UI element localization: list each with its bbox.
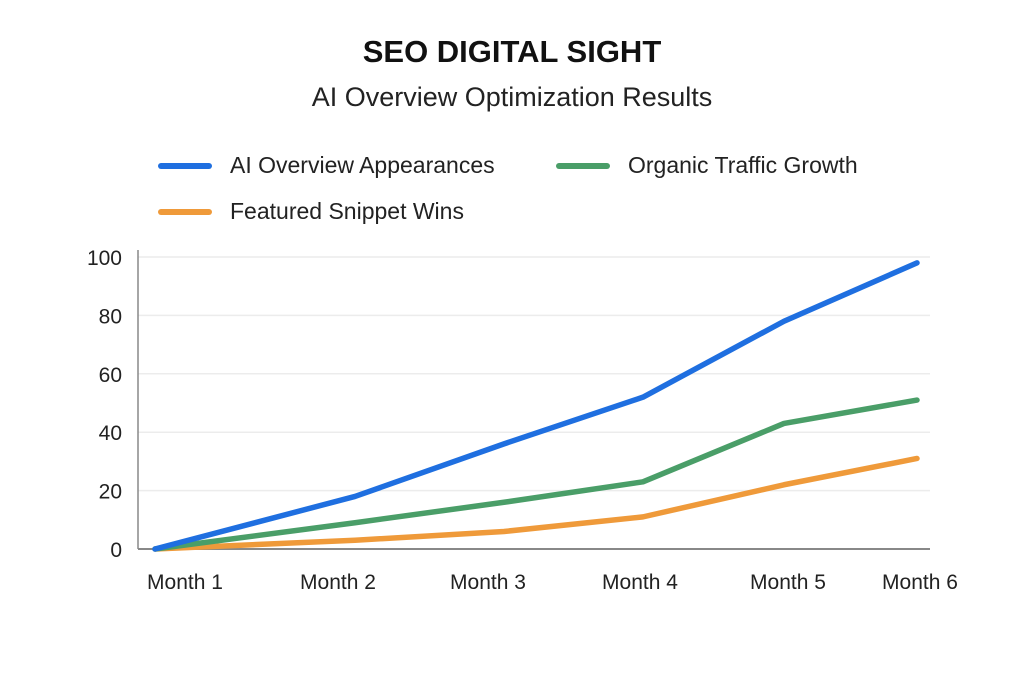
- y-tick-label: 80: [99, 305, 122, 328]
- legend-swatch: [556, 162, 610, 169]
- y-tick-label: 0: [110, 539, 122, 562]
- y-tick-label: 60: [99, 364, 122, 387]
- x-tick-label: Month 4: [602, 571, 678, 594]
- legend-swatch: [158, 162, 212, 169]
- x-tick-label: Month 1: [147, 571, 223, 594]
- chart-subtitle: AI Overview Optimization Results: [311, 82, 713, 112]
- series-line-organic-traffic-growth: [152, 397, 920, 552]
- legend-label: Organic Traffic Growth: [628, 152, 858, 178]
- x-tick-label: Month 2: [300, 571, 376, 594]
- legend-label: AI Overview Appearances: [230, 152, 495, 178]
- y-tick-label: 40: [99, 422, 122, 445]
- y-tick-label: 20: [99, 481, 122, 504]
- legend-item-organic-traffic: Organic Traffic Growth: [556, 152, 858, 179]
- chart-title: SEO DIGITAL SIGHT: [362, 34, 662, 69]
- legend-item-ai-overview: AI Overview Appearances: [158, 152, 495, 179]
- x-tick-label: Month 5: [750, 571, 826, 594]
- legend-label: Featured Snippet Wins: [230, 198, 464, 224]
- y-tick-label: 100: [87, 247, 122, 270]
- series-line-featured-snippet-wins: [152, 455, 920, 552]
- legend-item-featured-snippet: Featured Snippet Wins: [158, 198, 464, 225]
- x-tick-label: Month 6: [882, 571, 958, 594]
- legend-swatch: [158, 208, 212, 215]
- x-tick-label: Month 3: [450, 571, 526, 594]
- series-line-ai-overview-appearances: [152, 260, 920, 552]
